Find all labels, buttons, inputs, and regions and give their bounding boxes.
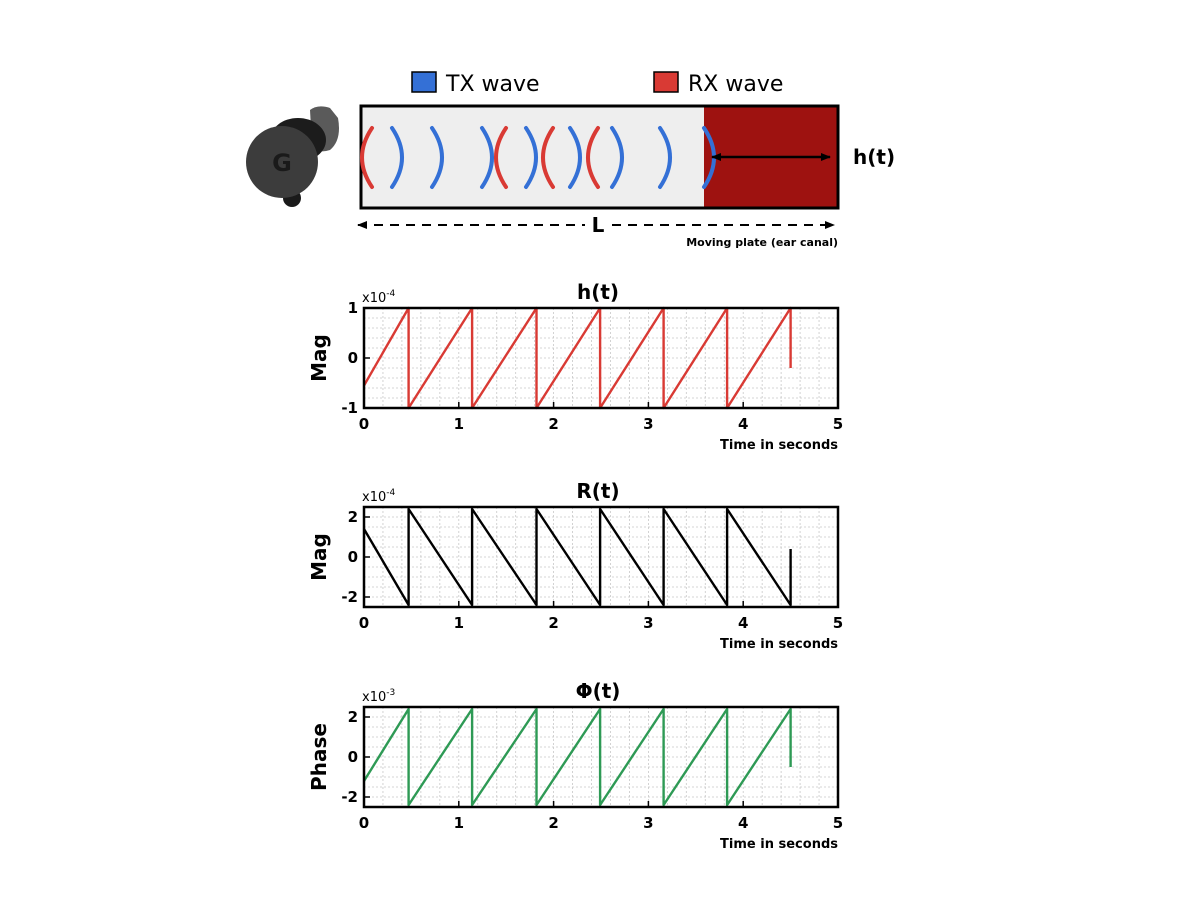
wave-arcs [360,126,716,189]
x-tick-label: 2 [548,415,558,433]
series-line [362,507,792,607]
x-tick-label: 4 [738,814,748,832]
y-tick-label: 0 [348,748,358,766]
x-tick-label: 1 [454,814,464,832]
x-axis-label: Time in seconds [720,438,838,453]
x-tick-label: 4 [738,415,748,433]
legend-label-tx: TX wave [445,72,540,97]
legend-swatch-rx [653,71,679,93]
legend-swatch-tx [411,71,437,93]
wave-arc-tx [430,126,444,189]
earbud-icon: G [246,106,339,207]
y-tick-label: 0 [348,349,358,367]
x-tick-label: 0 [359,814,369,832]
tube [361,106,704,208]
wave-arc-tx [390,126,404,189]
x-axis-label: Time in seconds [720,637,838,652]
x-axis-label: Time in seconds [720,837,838,852]
wave-arc-tx [610,126,624,189]
length-label: L [592,213,605,237]
x-tick-label: 5 [833,814,843,832]
wave-arc-tx [658,126,672,189]
wave-arc-tx [524,126,538,189]
axis-exponent: x10-3 [362,688,395,705]
chart-title: Φ(t) [576,679,621,703]
x-tick-label: 3 [643,415,653,433]
legend: TX wave RX wave [411,71,783,97]
earbud-logo: G [272,149,292,177]
y-tick-label: -2 [341,788,358,806]
axis-exponent: x10-4 [362,289,395,306]
x-tick-label: 1 [454,415,464,433]
wave-arc-tx [480,126,494,189]
x-tick-label: 0 [359,614,369,632]
legend-label-rx: RX wave [688,72,783,97]
y-axis-label: Phase [307,723,331,791]
y-tick-label: 0 [348,548,358,566]
h-label: h(t) [853,145,895,169]
x-tick-label: 3 [643,614,653,632]
wave-arc-rx [586,126,600,189]
wave-arc-rx [360,126,374,189]
x-tick-label: 5 [833,614,843,632]
x-tick-label: 1 [454,614,464,632]
wave-arc-rx [541,126,555,189]
series-line [362,707,792,807]
chart-title: h(t) [577,280,619,304]
y-axis-label: Mag [307,533,331,581]
y-tick-label: -2 [341,588,358,606]
x-tick-label: 3 [643,814,653,832]
x-tick-label: 5 [833,415,843,433]
axis-exponent: x10-4 [362,488,395,505]
wave-arc-rx [494,126,508,189]
y-tick-label: 2 [348,708,358,726]
y-tick-label: 2 [348,508,358,526]
x-tick-label: 2 [548,614,558,632]
plate-caption: Moving plate (ear canal) [686,236,838,249]
chart-title: R(t) [576,479,619,503]
wave-arc-tx [568,126,582,189]
y-tick-label: -1 [341,399,358,417]
x-tick-label: 4 [738,614,748,632]
y-tick-label: 1 [348,299,358,317]
x-tick-label: 0 [359,415,369,433]
x-tick-label: 2 [548,814,558,832]
y-axis-label: Mag [307,334,331,382]
